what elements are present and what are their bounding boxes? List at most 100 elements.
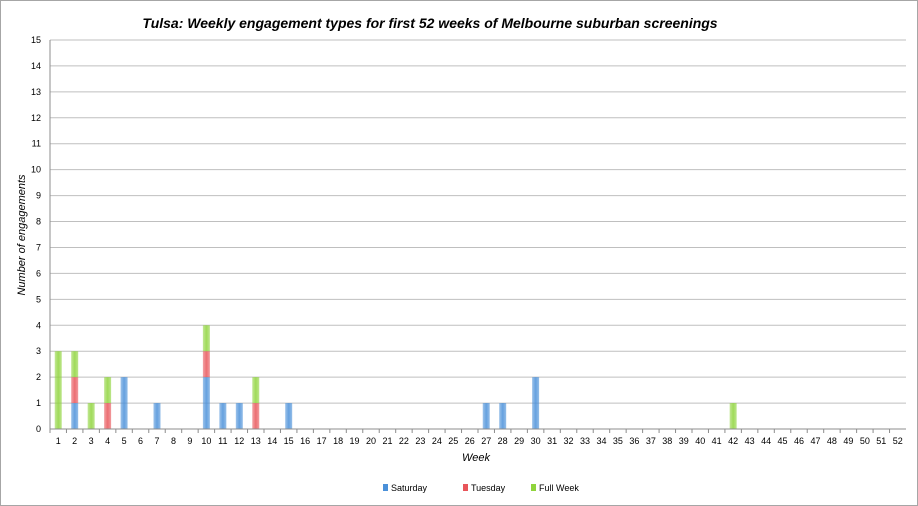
bar-full-week-week-42 [729, 403, 737, 429]
x-tick-label-28: 28 [498, 436, 508, 446]
legend-label-full-week: Full Week [539, 483, 579, 493]
x-tick-label-12: 12 [234, 436, 244, 446]
y-tick-label-2: 2 [36, 372, 41, 382]
x-tick-label-13: 13 [251, 436, 261, 446]
x-tick-label-27: 27 [481, 436, 491, 446]
y-tick-label-9: 9 [36, 191, 41, 201]
x-tick-label-14: 14 [267, 436, 277, 446]
legend-swatch-tuesday [463, 484, 468, 491]
x-tick-label-41: 41 [712, 436, 722, 446]
x-tick-label-32: 32 [564, 436, 574, 446]
x-tick-label-37: 37 [646, 436, 656, 446]
y-tick-label-15: 15 [31, 35, 41, 45]
y-axis-title: Number of engagements [16, 174, 28, 296]
x-tick-label-34: 34 [596, 436, 606, 446]
x-tick-label-36: 36 [629, 436, 639, 446]
bar-saturday-week-2 [71, 403, 79, 429]
y-tick-label-1: 1 [36, 398, 41, 408]
x-tick-label-40: 40 [695, 436, 705, 446]
x-tick-label-11: 11 [218, 436, 227, 446]
y-tick-label-0: 0 [36, 424, 41, 434]
chart-title: Tulsa: Weekly engagement types for first… [142, 15, 717, 31]
x-tick-label-42: 42 [728, 436, 738, 446]
bar-saturday-week-30 [532, 377, 540, 429]
bar-tuesday-week-10 [202, 351, 210, 378]
bar-full-week-week-1 [54, 351, 62, 429]
x-axis-tick-labels: 1 2 3 4 5 6 7 8 9 10 11 12 13 14 15 16 17 18 19 20 21 22 23 24 2… [49, 429, 903, 446]
y-tick-label-3: 3 [36, 346, 41, 356]
x-tick-label-48: 48 [827, 436, 837, 446]
bar-full-week-week-4 [104, 377, 112, 404]
x-tick-label-46: 46 [794, 436, 804, 446]
x-tick-label-19: 19 [350, 436, 360, 446]
x-tick-label-6: 6 [138, 436, 143, 446]
bar-saturday-week-28 [499, 403, 507, 429]
y-tick-label-6: 6 [36, 268, 41, 278]
x-tick-label-47: 47 [810, 436, 820, 446]
x-axis-title: Week [462, 452, 490, 464]
y-tick-label-12: 12 [31, 113, 41, 123]
x-tick-label-7: 7 [154, 436, 159, 446]
y-tick-label-8: 8 [36, 217, 41, 227]
x-tick-label-30: 30 [531, 436, 541, 446]
x-tick-label-35: 35 [613, 436, 623, 446]
legend-swatch-saturday [383, 484, 388, 491]
x-tick-label-10: 10 [201, 436, 211, 446]
x-tick-label-8: 8 [171, 436, 176, 446]
x-tick-label-50: 50 [860, 436, 870, 446]
x-tick-label-52: 52 [893, 436, 903, 446]
x-tick-label-26: 26 [465, 436, 475, 446]
x-tick-label-3: 3 [89, 436, 94, 446]
x-tick-label-44: 44 [761, 436, 771, 446]
x-tick-label-31: 31 [547, 436, 557, 446]
x-tick-label-18: 18 [333, 436, 343, 446]
x-tick-label-45: 45 [778, 436, 788, 446]
bar-tuesday-week-4 [104, 403, 112, 429]
x-tick-label-29: 29 [514, 436, 524, 446]
x-tick-label-4: 4 [105, 436, 110, 446]
bar-saturday-week-11 [219, 403, 227, 429]
bar-full-week-week-2 [71, 351, 79, 378]
y-tick-label-13: 13 [31, 87, 41, 97]
y-tick-label-14: 14 [31, 61, 41, 71]
bar-full-week-week-10 [202, 325, 210, 352]
bar-full-week-week-3 [87, 403, 95, 429]
bar-saturday-week-12 [235, 403, 243, 429]
bar-tuesday-week-2 [71, 377, 79, 404]
bar-full-week-week-13 [252, 377, 260, 404]
x-tick-label-49: 49 [843, 436, 853, 446]
x-tick-label-23: 23 [415, 436, 425, 446]
x-tick-label-5: 5 [122, 436, 127, 446]
bar-saturday-week-27 [482, 403, 490, 429]
y-tick-label-10: 10 [31, 165, 41, 175]
x-tick-label-22: 22 [399, 436, 409, 446]
x-tick-label-16: 16 [300, 436, 310, 446]
bar-saturday-week-15 [285, 403, 293, 429]
legend-swatch-full-week [531, 484, 536, 491]
legend-label-saturday: Saturday [391, 483, 428, 493]
x-tick-label-39: 39 [679, 436, 689, 446]
x-tick-label-2: 2 [72, 436, 77, 446]
x-tick-label-15: 15 [284, 436, 294, 446]
x-tick-label-25: 25 [448, 436, 458, 446]
x-tick-label-21: 21 [382, 436, 392, 446]
y-tick-label-4: 4 [36, 320, 41, 330]
x-tick-label-20: 20 [366, 436, 376, 446]
legend: Saturday Tuesday Full Week [383, 483, 579, 493]
x-tick-label-17: 17 [317, 436, 327, 446]
bar-saturday-week-7 [153, 403, 161, 429]
bar-tuesday-week-13 [252, 403, 260, 429]
x-tick-label-1: 1 [56, 436, 61, 446]
y-tick-label-11: 11 [32, 139, 41, 149]
y-tick-label-5: 5 [36, 294, 41, 304]
x-tick-label-51: 51 [876, 436, 886, 446]
bar-saturday-week-5 [120, 377, 128, 429]
bars [54, 325, 737, 429]
bar-saturday-week-10 [202, 377, 210, 429]
gridlines [50, 39, 906, 430]
x-tick-label-9: 9 [187, 436, 192, 446]
y-tick-label-7: 7 [36, 242, 41, 252]
x-tick-label-33: 33 [580, 436, 590, 446]
